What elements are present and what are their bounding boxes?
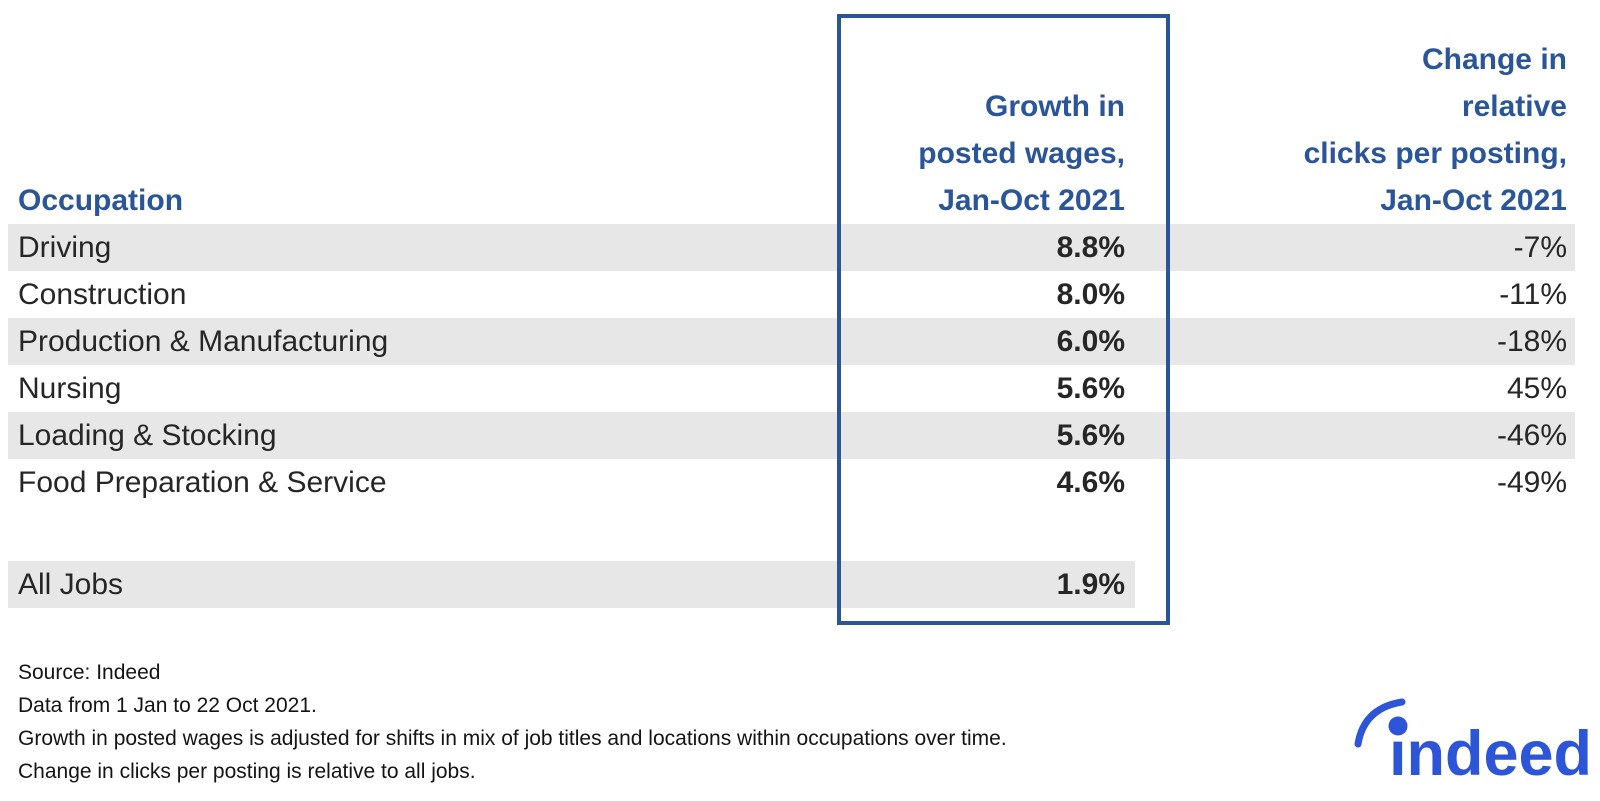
wage-value-cell: 5.6% (1056, 372, 1125, 405)
wage-clicks-table: Occupation Growth in posted wages, Jan-Oct… (8, 0, 1575, 608)
table-row: Loading & Stocking 5.6% -46% (8, 412, 1575, 459)
column-header-line: relative (1461, 90, 1567, 123)
wage-growth-column-header: Growth in posted wages, Jan-Oct 2021 (837, 83, 1170, 224)
column-header-line: clicks per posting, (1303, 137, 1567, 170)
occupation-cell: Food Preparation & Service (18, 466, 387, 499)
indeed-logo: ındeed (1350, 692, 1592, 789)
footnote-line: Data from 1 Jan to 22 Oct 2021. (18, 694, 317, 717)
table-gap (8, 506, 1575, 561)
wage-value-cell: 5.6% (1056, 419, 1125, 452)
wage-value-cell: 1.9% (1056, 568, 1125, 601)
clicks-value-cell (1170, 561, 1575, 608)
column-header-line: Jan-Oct 2021 (938, 184, 1125, 217)
logo-signal-arc-icon (1354, 698, 1406, 748)
table-row: Nursing 5.6% 45% (8, 365, 1575, 412)
footnote-line: Source: Indeed (18, 661, 161, 684)
wage-value-cell: 8.8% (1056, 231, 1125, 264)
logo-wordmark: ındeed (1389, 719, 1588, 787)
table-row: Driving 8.8% -7% (8, 224, 1575, 271)
indeed-logo-svg: ındeed (1354, 698, 1592, 789)
clicks-value-cell: -7% (1513, 231, 1567, 264)
table-row-all-jobs: All Jobs 1.9% (8, 561, 1575, 608)
clicks-value-cell: 45% (1506, 372, 1567, 405)
occupation-cell: Driving (18, 231, 112, 264)
column-header-line: Growth in (985, 90, 1125, 123)
column-header-line: Change in (1421, 43, 1567, 76)
occupation-cell: Loading & Stocking (18, 419, 277, 452)
table-row: Food Preparation & Service 4.6% -49% (8, 459, 1575, 506)
clicks-value-cell: -49% (1496, 466, 1567, 499)
clicks-change-column-header: Change in relative clicks per posting, Jan-… (1170, 36, 1575, 224)
wage-value-cell: 6.0% (1056, 325, 1125, 358)
logo-i-dot-icon (1388, 716, 1408, 736)
table-body: Driving 8.8% -7% Construction 8.0% -11% … (8, 224, 1575, 506)
wage-value-cell: 8.0% (1056, 278, 1125, 311)
column-header-line: Jan-Oct 2021 (1380, 184, 1567, 217)
table-header-row: Occupation Growth in posted wages, Jan-Oct… (8, 0, 1575, 224)
occupation-column-header: Occupation (18, 184, 184, 217)
occupation-cell: Construction (18, 278, 187, 311)
occupation-cell: All Jobs (18, 568, 124, 601)
column-header-line: posted wages, (918, 137, 1125, 170)
clicks-value-cell: -11% (1499, 278, 1567, 311)
clicks-value-cell: -46% (1496, 419, 1567, 452)
footnote-line: Change in clicks per posting is relative… (18, 760, 476, 783)
clicks-value-cell: -18% (1496, 325, 1567, 358)
occupation-cell: Nursing (18, 372, 122, 405)
wage-value-cell: 4.6% (1056, 466, 1125, 499)
table-row: Construction 8.0% -11% (8, 271, 1575, 318)
occupation-cell: Production & Manufacturing (18, 325, 389, 358)
table-row: Production & Manufacturing 6.0% -18% (8, 318, 1575, 365)
footnote-line: Growth in posted wages is adjusted for s… (18, 727, 1007, 750)
footnotes: Source: Indeed Data from 1 Jan to 22 Oct … (18, 656, 1007, 788)
